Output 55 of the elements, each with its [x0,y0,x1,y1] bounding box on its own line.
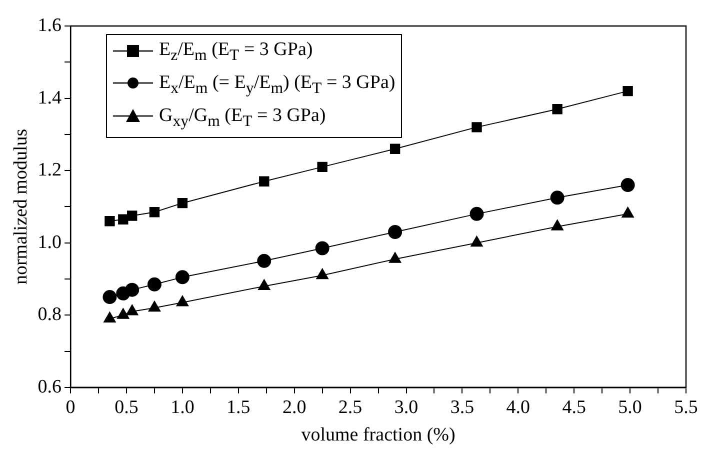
x-tick-label: 3.0 [394,396,418,418]
x-tick-label: 3.5 [450,396,474,418]
point [149,207,160,218]
x-tick-label: 2.5 [338,396,362,418]
legend-label: E$_{z}$/E$_{m}$ (E$_{T}$ = 3 GPa) [159,39,313,64]
point [259,176,270,186]
x-tick-label: 1.5 [226,396,250,418]
x-tick-label: 2.0 [282,396,306,418]
point [622,206,634,218]
point [104,216,115,226]
point [388,225,402,239]
point [620,178,635,192]
point [147,277,162,292]
point [470,236,483,247]
y-tick-label: 0.6 [38,376,62,398]
point [118,214,128,224]
point [176,295,189,306]
text: E$_{x}$/E$_{m}$ (= E$_{y}$/E$_{m}$) (E$_{T}$ = 3 GPa) [159,72,396,97]
point [258,279,270,290]
point [104,312,116,322]
y-tick-label: 0.8 [38,304,62,326]
point [390,144,400,154]
x-tick-label: 1.0 [170,396,194,418]
y-tick-label: 1.6 [38,14,62,36]
point [470,206,484,221]
point [550,190,564,205]
x-tick-label: 4.5 [562,396,586,418]
point [622,86,633,96]
x-tick-label: 0.5 [114,396,138,418]
point [552,104,562,114]
point [127,210,138,221]
y-tick-label: 1.2 [38,160,62,181]
y-tick-label: 1.4 [38,87,62,108]
point [117,308,130,319]
x-tick-label: 5.5 [674,396,698,418]
point [316,268,328,280]
x-tick-label: 0 [66,396,76,418]
point [175,270,190,284]
point [177,198,188,208]
point [148,300,161,312]
x-tick-label: 5.0 [618,396,642,418]
point [126,304,138,316]
x-axis-title: volume fraction (%) [301,424,456,446]
point [125,282,140,297]
point [472,122,482,132]
point [257,254,272,268]
point [551,220,564,230]
y-tick-label: 1.0 [38,232,62,253]
y-axis-title: normalized modulus [10,128,32,285]
point [388,252,402,263]
point [102,290,117,304]
point [317,162,328,172]
point [315,241,330,256]
x-tick-label: 4.0 [506,396,530,418]
legend-label: G$_{xy}$/G$_{m}$ (E$_{T}$ = 3 GPa) [159,104,326,130]
